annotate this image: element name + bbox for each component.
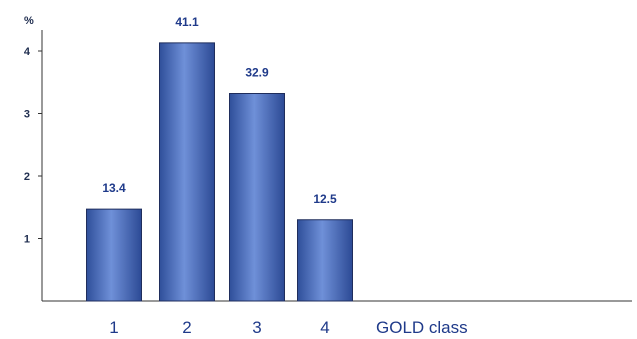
y-axis-ticks: 1 2 3 4	[24, 46, 42, 246]
data-label-2: 41.1	[175, 15, 199, 29]
bar-3	[229, 93, 285, 302]
data-label-4: 12.5	[313, 192, 337, 206]
y-tick-label: 3	[24, 109, 30, 121]
bar-1	[86, 208, 142, 302]
y-axis-unit-label: %	[24, 15, 34, 27]
y-tick-label: 4	[24, 46, 31, 58]
x-tick-label: 1	[109, 318, 118, 337]
x-tick-label: 3	[252, 318, 261, 337]
data-label-3: 32.9	[245, 66, 269, 80]
x-axis-ticks: 1 2 3 4	[109, 318, 329, 337]
data-label-1: 13.4	[102, 181, 126, 195]
x-tick-label: 4	[320, 318, 329, 337]
y-tick-label: 1	[24, 234, 30, 246]
x-axis-title: GOLD class	[376, 318, 468, 337]
bar-4	[297, 219, 353, 302]
y-tick-label: 2	[24, 171, 30, 183]
x-tick-label: 2	[182, 318, 191, 337]
bar-2	[159, 42, 215, 302]
bars: 13.4 41.1 32.9 12.5	[86, 15, 353, 302]
